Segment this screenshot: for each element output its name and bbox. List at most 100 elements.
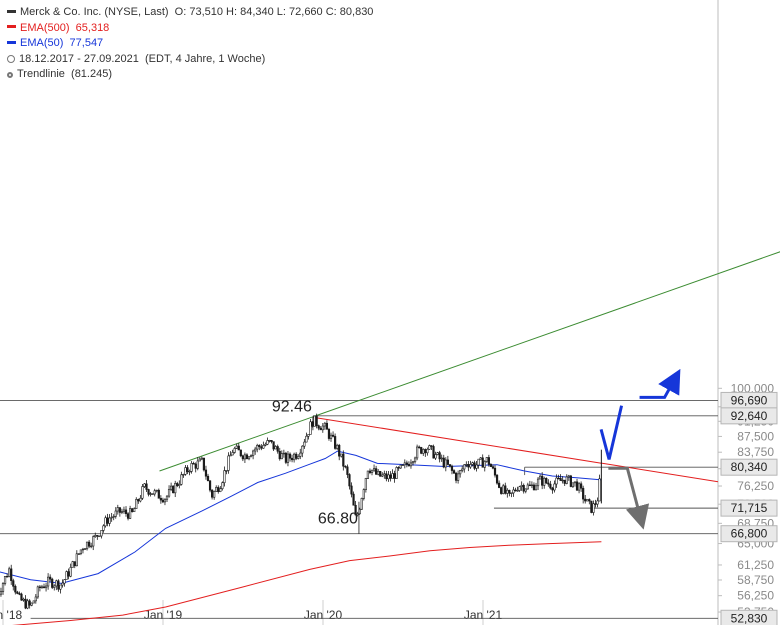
candle-body	[196, 460, 199, 469]
instrument-title: Merck & Co. Inc. (NYSE, Last)	[20, 6, 169, 18]
candle-body	[116, 507, 119, 512]
candle-body	[94, 535, 97, 538]
candle-body	[112, 516, 115, 518]
candle-body	[530, 484, 534, 487]
candle-body	[10, 568, 13, 581]
candle-body	[69, 567, 72, 577]
bullish-projection-arrow	[599, 405, 624, 460]
legend-period-row: 18.12.2017 - 27.09.2021 (EDT, 4 Jahre, 1…	[6, 52, 373, 68]
candle-body	[75, 553, 78, 567]
candle-body	[165, 495, 169, 500]
ema50-swatch	[7, 40, 16, 44]
candle-body	[131, 508, 134, 513]
candle-body	[71, 561, 74, 568]
candle-body	[288, 453, 292, 459]
level-label: 66,800	[731, 527, 768, 541]
candle-body	[362, 489, 365, 499]
candle-body	[290, 457, 294, 461]
candle-body	[526, 484, 529, 490]
candle-body	[274, 446, 277, 450]
ema500-line	[12, 541, 602, 625]
candle-body	[436, 452, 439, 455]
candle-body	[586, 499, 589, 502]
ema50-value: 77,547	[69, 37, 104, 49]
candle-body	[536, 478, 540, 487]
candle-body	[411, 461, 415, 464]
candle-body	[172, 485, 175, 494]
candle-body	[278, 450, 281, 460]
candle-body	[266, 440, 269, 445]
candle-body	[563, 479, 566, 484]
candle-body	[190, 463, 193, 472]
candle-body	[596, 500, 599, 505]
candle-body	[114, 510, 117, 517]
candle-body	[227, 455, 230, 471]
candle-body	[553, 483, 556, 491]
y-tick-label: 76,250	[737, 479, 774, 493]
uptrend-extension	[312, 251, 780, 418]
candle-body	[67, 571, 70, 577]
candle-body	[155, 489, 158, 492]
candle-body	[506, 489, 509, 494]
candle-body	[532, 484, 536, 491]
period-range: 18.12.2017 - 27.09.2021	[19, 52, 139, 65]
candle-body	[321, 425, 324, 431]
candle-body	[360, 498, 363, 510]
candle-body	[163, 498, 167, 503]
candle-body	[418, 446, 421, 449]
candle-body	[233, 448, 236, 453]
candle-body	[83, 548, 87, 550]
candle-body	[539, 475, 542, 480]
candle-body	[133, 508, 136, 513]
candle-body	[541, 475, 544, 486]
candle-body	[336, 444, 339, 449]
candle-body	[276, 446, 279, 452]
candle-body	[399, 464, 402, 469]
candle-body	[104, 517, 107, 527]
candle-body	[42, 586, 46, 589]
candle-body	[592, 503, 595, 513]
candle-body	[272, 441, 275, 450]
candle-body	[452, 470, 456, 474]
candle-body	[147, 489, 150, 495]
level-label-box	[720, 499, 778, 517]
candle-body	[264, 443, 267, 446]
candle-body	[211, 489, 214, 498]
candle-body	[522, 485, 525, 492]
candle-body	[500, 487, 503, 494]
candle-body	[477, 458, 480, 466]
candle-body	[407, 464, 411, 467]
legend-title-row: Merck & Co. Inc. (NYSE, Last) O: 73,510 …	[6, 5, 373, 21]
candle-body	[512, 489, 515, 494]
candle-body	[469, 464, 472, 468]
candle-body	[100, 530, 103, 537]
candle-body	[262, 445, 265, 449]
candle-body	[135, 499, 138, 509]
candle-body	[90, 545, 93, 548]
candle-body	[375, 468, 378, 475]
candle-body	[122, 509, 126, 512]
candle-body	[96, 535, 99, 537]
candle-body	[338, 444, 341, 457]
candle-body	[30, 602, 33, 606]
candle-body	[465, 464, 468, 466]
candle-body	[549, 483, 552, 489]
level-label: 92,640	[731, 409, 768, 423]
candle-body	[463, 464, 466, 470]
candle-body	[157, 489, 160, 499]
candle-body	[65, 571, 68, 580]
candle-body	[370, 469, 374, 473]
candle-body	[487, 457, 490, 465]
candle-body	[383, 473, 386, 476]
candle-body	[485, 457, 488, 462]
candle-body	[457, 473, 460, 481]
candle-body	[416, 446, 419, 459]
candle-body	[481, 457, 484, 468]
y-tick-label: 83,750	[737, 445, 774, 459]
candle-body	[442, 457, 445, 468]
price-candles	[0, 413, 602, 610]
candle-body	[47, 576, 50, 587]
level-label-box	[720, 458, 778, 476]
candle-body	[161, 499, 165, 503]
candle-body	[20, 593, 23, 601]
